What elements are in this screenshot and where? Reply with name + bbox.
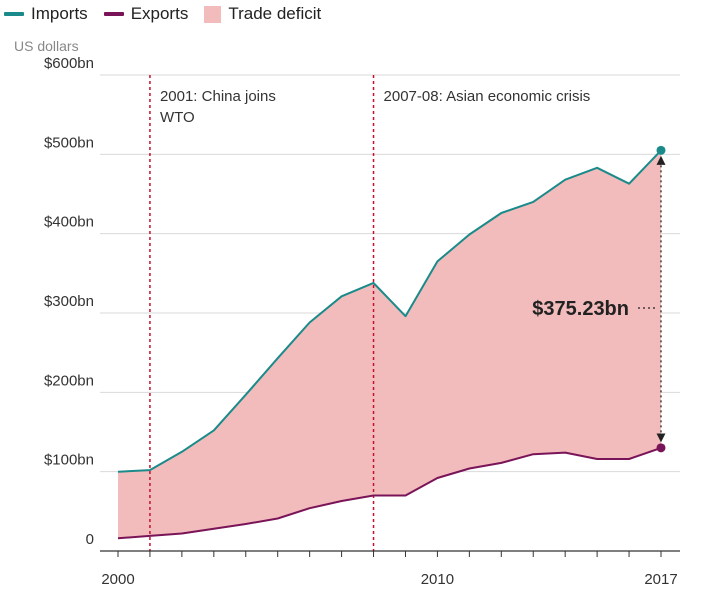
y-tick-label-400: $400bn	[44, 214, 94, 231]
y-tick-label-100: $100bn	[44, 452, 94, 469]
y-tick-label-500: $500bn	[44, 134, 94, 151]
event-label-2008-line-0: 2007-08: Asian economic crisis	[384, 88, 591, 105]
unit-label: US dollars	[14, 38, 79, 54]
legend: Imports Exports Trade deficit	[4, 4, 337, 24]
deficit-swatch	[204, 5, 222, 23]
annotation-layer: $375.23bn	[532, 155, 666, 443]
x-tick-label-2000: 2000	[101, 571, 134, 588]
x-tick-label-2010: 2010	[421, 571, 454, 588]
legend-item-imports: Imports	[4, 4, 88, 24]
legend-label-deficit: Trade deficit	[228, 4, 322, 23]
exports-swatch	[103, 12, 124, 16]
trade-deficit-area	[118, 150, 661, 539]
exports-end-point	[656, 443, 666, 453]
legend-item-exports: Exports	[103, 4, 189, 24]
area-layer	[118, 150, 661, 539]
legend-label-imports: Imports	[31, 4, 88, 23]
axis-layer: 0 $100bn $200bn $300bn $400bn $500bn $600bn 200…	[44, 55, 680, 588]
legend-item-deficit: Trade deficit	[204, 4, 321, 24]
imports-line	[117, 149, 662, 473]
exports-line	[117, 446, 662, 540]
y-tick-label-200: $200bn	[44, 372, 94, 389]
imports-end-point	[656, 145, 666, 155]
x-tick-label-2017: 2017	[644, 571, 677, 588]
y-tick-label-600: $600bn	[44, 55, 94, 72]
event-layer: 2001: China joins WTO 2007-08: Asian econo…	[149, 75, 591, 551]
legend-label-exports: Exports	[130, 4, 189, 23]
y-tick-label-0: 0	[86, 531, 94, 548]
deficit-value-label: $375.23bn	[532, 298, 629, 320]
line-layer	[117, 145, 666, 540]
event-label-2001-line-0: 2001: China joins	[160, 88, 276, 105]
event-label-2001-line-1: WTO	[160, 109, 195, 126]
imports-swatch	[4, 12, 24, 16]
y-tick-label-300: $300bn	[44, 293, 94, 310]
